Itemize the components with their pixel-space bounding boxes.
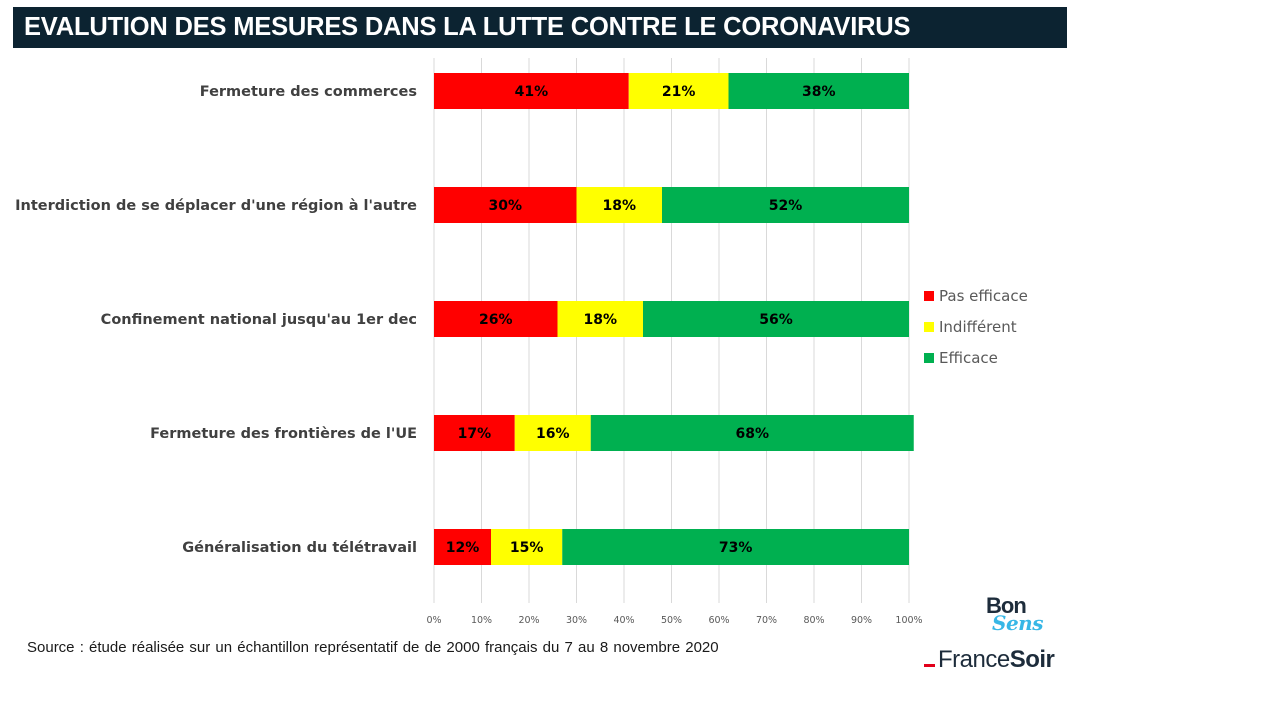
x-tick-label: 60%: [708, 615, 729, 626]
bar-segment: [662, 187, 909, 223]
francesoir-logo-mark: [924, 664, 935, 667]
x-tick-label: 10%: [471, 615, 492, 626]
data-label: 41%: [515, 84, 549, 100]
x-tick-label: 80%: [803, 615, 824, 626]
bar-segment: [562, 529, 909, 565]
x-tick-label: 40%: [613, 615, 634, 626]
bar-segment: [557, 301, 643, 337]
legend: Pas efficace Indifférent Efficace: [924, 287, 1028, 367]
bar-segment: [434, 415, 515, 451]
legend-swatch: [924, 353, 934, 363]
x-tick-label: 0%: [426, 615, 441, 626]
bar-segment: [434, 187, 577, 223]
data-label: 73%: [719, 540, 753, 556]
x-axis-ticks: 0% 10% 20% 30% 40% 50% 60% 70% 80% 90% 100%: [426, 615, 922, 626]
bar-segment: [728, 73, 909, 109]
bonsens-logo: Bon Sens: [984, 593, 1046, 641]
category-labels: Fermeture des commerces Interdiction de s…: [15, 84, 417, 556]
legend-label: Indifférent: [939, 318, 1017, 336]
x-tick-label: 70%: [756, 615, 777, 626]
data-label: 21%: [662, 84, 696, 100]
data-label: 12%: [446, 540, 480, 556]
bonsens-logo-top: Bon: [986, 593, 1027, 618]
bar-segment: [491, 529, 563, 565]
data-label: 26%: [479, 312, 513, 328]
legend-label: Pas efficace: [939, 287, 1028, 305]
source-note: Source : étude réalisée sur un échantill…: [27, 639, 719, 656]
category-label: Généralisation du télétravail: [182, 540, 417, 556]
x-tick-label: 90%: [851, 615, 872, 626]
category-label: Confinement national jusqu'au 1er dec: [101, 312, 417, 328]
data-label: 68%: [735, 426, 769, 442]
data-label: 56%: [759, 312, 793, 328]
data-label: 30%: [488, 198, 522, 214]
data-label: 15%: [510, 540, 544, 556]
francesoir-logo-bold: Soir: [1009, 646, 1055, 673]
data-label: 18%: [583, 312, 617, 328]
bonsens-logo-bottom: Sens: [992, 611, 1043, 635]
x-tick-label: 30%: [566, 615, 587, 626]
legend-label: Efficace: [939, 349, 998, 367]
francesoir-logo: FranceSoir: [924, 646, 1055, 674]
bar-segment: [514, 415, 591, 451]
data-label: 52%: [769, 198, 803, 214]
x-tick-label: 20%: [518, 615, 539, 626]
bar-segment: [434, 73, 629, 109]
chart-title: EVALUTION DES MESURES DANS LA LUTTE CONT…: [13, 7, 1067, 48]
legend-swatch: [924, 322, 934, 332]
category-label: Fermeture des frontières de l'UE: [150, 426, 417, 442]
category-label: Fermeture des commerces: [200, 84, 417, 100]
bar-segment: [434, 529, 491, 565]
category-label: Interdiction de se déplacer d'une région…: [15, 198, 417, 214]
data-label: 17%: [458, 426, 492, 442]
bar-segment: [628, 73, 729, 109]
francesoir-logo-light: France: [938, 646, 1010, 673]
bars: 41% 21% 38% 30% 18% 52% 26% 18% 56% 17% 16% 68% 12% 1…: [434, 73, 914, 565]
data-label: 16%: [536, 426, 570, 442]
bar-segment: [643, 301, 909, 337]
bar-segment: [434, 301, 558, 337]
bar-segment: [576, 187, 662, 223]
bar-segment: [590, 415, 914, 451]
x-tick-label: 50%: [661, 615, 682, 626]
x-tick-label: 100%: [895, 615, 922, 626]
data-label: 38%: [802, 84, 836, 100]
legend-swatch: [924, 291, 934, 301]
data-label: 18%: [602, 198, 636, 214]
